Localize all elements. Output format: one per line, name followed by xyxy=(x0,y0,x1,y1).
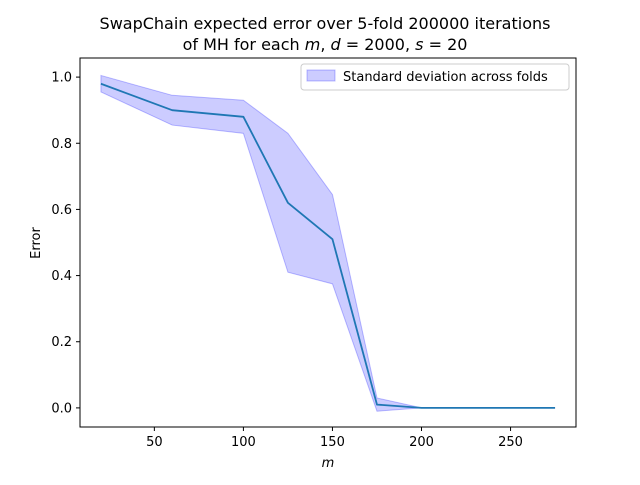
y-tick-label: 0.0 xyxy=(51,401,72,416)
title-part-3: d xyxy=(331,35,342,54)
title-part-5: s xyxy=(415,35,423,54)
y-tick-label: 0.4 xyxy=(51,269,72,284)
line-layer xyxy=(100,82,556,409)
axes-frame xyxy=(79,57,577,428)
title-part-2: , xyxy=(320,35,330,54)
x-tick-label: 100 xyxy=(231,435,256,450)
title-part-1: m xyxy=(305,35,321,54)
legend-box xyxy=(300,63,570,91)
title-part-6: = 20 xyxy=(423,35,467,54)
legend-label-band: Standard deviation across folds xyxy=(343,70,548,85)
x-tick-label: 200 xyxy=(409,435,434,450)
y-tick-label: 0.8 xyxy=(51,137,72,152)
series-line-0 xyxy=(100,82,556,409)
y-axis-label: Error xyxy=(29,227,44,259)
x-axis-ticks: 50 100 150 200 250 xyxy=(146,427,523,450)
chart-title-line2: of MH for each m, d = 2000, s = 20 xyxy=(183,35,468,54)
legend-swatch-band xyxy=(306,69,336,82)
y-axis-ticks: 0.0 0.2 0.4 0.6 0.8 1.0 xyxy=(51,71,80,416)
y-tick-label: 0.6 xyxy=(51,203,72,218)
x-tick-label: 50 xyxy=(146,435,163,450)
x-tick-label: 250 xyxy=(498,435,523,450)
legend: Standard deviation across folds xyxy=(300,63,570,91)
y-tick-label: 0.2 xyxy=(51,335,72,350)
y-tick-label: 1.0 xyxy=(51,71,72,86)
title-part-0: of MH for each xyxy=(183,35,305,54)
x-tick-label: 150 xyxy=(320,435,345,450)
title-part-4: = 2000, xyxy=(341,35,415,54)
x-axis-label: m xyxy=(322,456,335,471)
chart-title-line1: SwapChain expected error over 5-fold 200… xyxy=(100,14,551,33)
